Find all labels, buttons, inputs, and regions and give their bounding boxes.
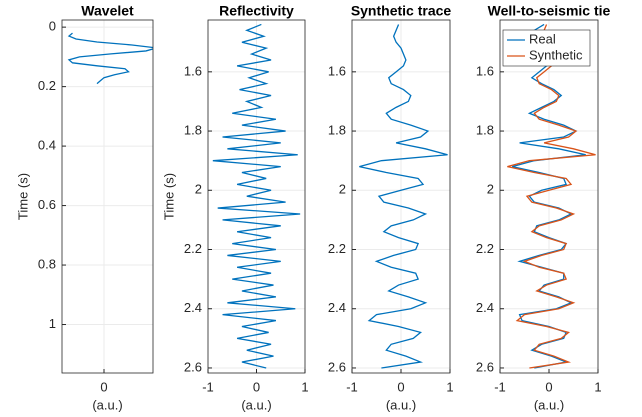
panel: -1 0 1 1.6 1.8 2 2.2 2.4 2.6 Synthetic trace (a.u.… [328, 3, 454, 413]
legend-label: Synthetic [529, 47, 583, 62]
y-axis-label: Time (s) [15, 173, 30, 220]
x-tick-label: -1 [202, 379, 214, 394]
plot-area [507, 23, 596, 369]
panel-title: Reflectivity [219, 3, 294, 19]
trace-line [359, 24, 448, 369]
y-tick-label: 2.6 [184, 359, 202, 374]
y-tick-label: 1.8 [476, 122, 494, 137]
y-tick-label: 2.6 [328, 359, 346, 374]
y-tick-label: 1 [49, 316, 56, 331]
axes-box [207, 19, 306, 374]
y-tick-label: 2.4 [476, 300, 494, 315]
y-tick-label: 0 [49, 19, 56, 34]
axes-box [499, 19, 599, 374]
panel-title: Synthetic trace [351, 3, 452, 19]
y-tick-label: 2.4 [328, 300, 346, 315]
y-tick-label: 0.4 [38, 138, 56, 153]
panel-title: Well-to-seismic tie [488, 3, 611, 19]
legend-label: Real [529, 31, 556, 46]
y-tick-label: 2.4 [184, 300, 202, 315]
x-axis-label: (a.u.) [534, 397, 564, 412]
panel: -1 0 1 1.6 1.8 2 2.2 2.4 2.6 Reflectivity (a.u.) Ti… [161, 3, 308, 413]
y-tick-label: 1.6 [184, 63, 202, 78]
y-tick-label: 1.6 [476, 63, 494, 78]
plot-area [212, 23, 301, 369]
x-axis-label: (a.u.) [386, 397, 416, 412]
x-axis-label: (a.u.) [241, 397, 271, 412]
panel: -1 0 1 1.6 1.8 2 2.2 2.4 2.6 Well-to-seismic tie (… [476, 3, 611, 413]
y-tick-label: 0.2 [38, 78, 56, 93]
y-tick-label: 1.8 [328, 122, 346, 137]
x-tick-label: -1 [494, 379, 506, 394]
y-axis-label: Time (s) [161, 173, 176, 220]
x-tick-label: 0 [253, 379, 260, 394]
legend-box [502, 29, 591, 67]
y-tick-label: 2 [339, 182, 346, 197]
plot-area [67, 32, 153, 85]
y-tick-label: 1.8 [184, 122, 202, 137]
y-tick-label: 2.2 [328, 241, 346, 256]
x-tick-label: 1 [594, 379, 601, 394]
x-tick-label: 1 [301, 379, 308, 394]
y-tick-label: 1.6 [328, 63, 346, 78]
y-tick-label: 2.2 [476, 241, 494, 256]
x-tick-label: 0 [100, 379, 107, 394]
x-tick-label: 0 [397, 379, 404, 394]
y-tick-label: 0.8 [38, 256, 56, 271]
y-tick-label: 2.2 [184, 241, 202, 256]
trace-line [67, 32, 153, 85]
y-tick-label: 0.6 [38, 197, 56, 212]
x-tick-label: -1 [346, 379, 358, 394]
y-tick-label: 2 [195, 182, 202, 197]
x-tick-label: 0 [545, 379, 552, 394]
panel: 0 0 0.2 0.4 0.6 0.8 1 Wavelet (a.u.) Time (s) [15, 3, 154, 412]
y-tick-label: 2 [487, 182, 494, 197]
trace-line [507, 24, 596, 369]
panel-title: Wavelet [81, 3, 134, 19]
trace-line [212, 23, 301, 369]
x-tick-label: 1 [446, 379, 453, 394]
y-tick-label: 2.6 [476, 359, 494, 374]
axes-box [351, 19, 451, 374]
x-axis-label: (a.u.) [92, 397, 122, 412]
plot-area [359, 24, 448, 369]
axes-box [61, 19, 154, 374]
